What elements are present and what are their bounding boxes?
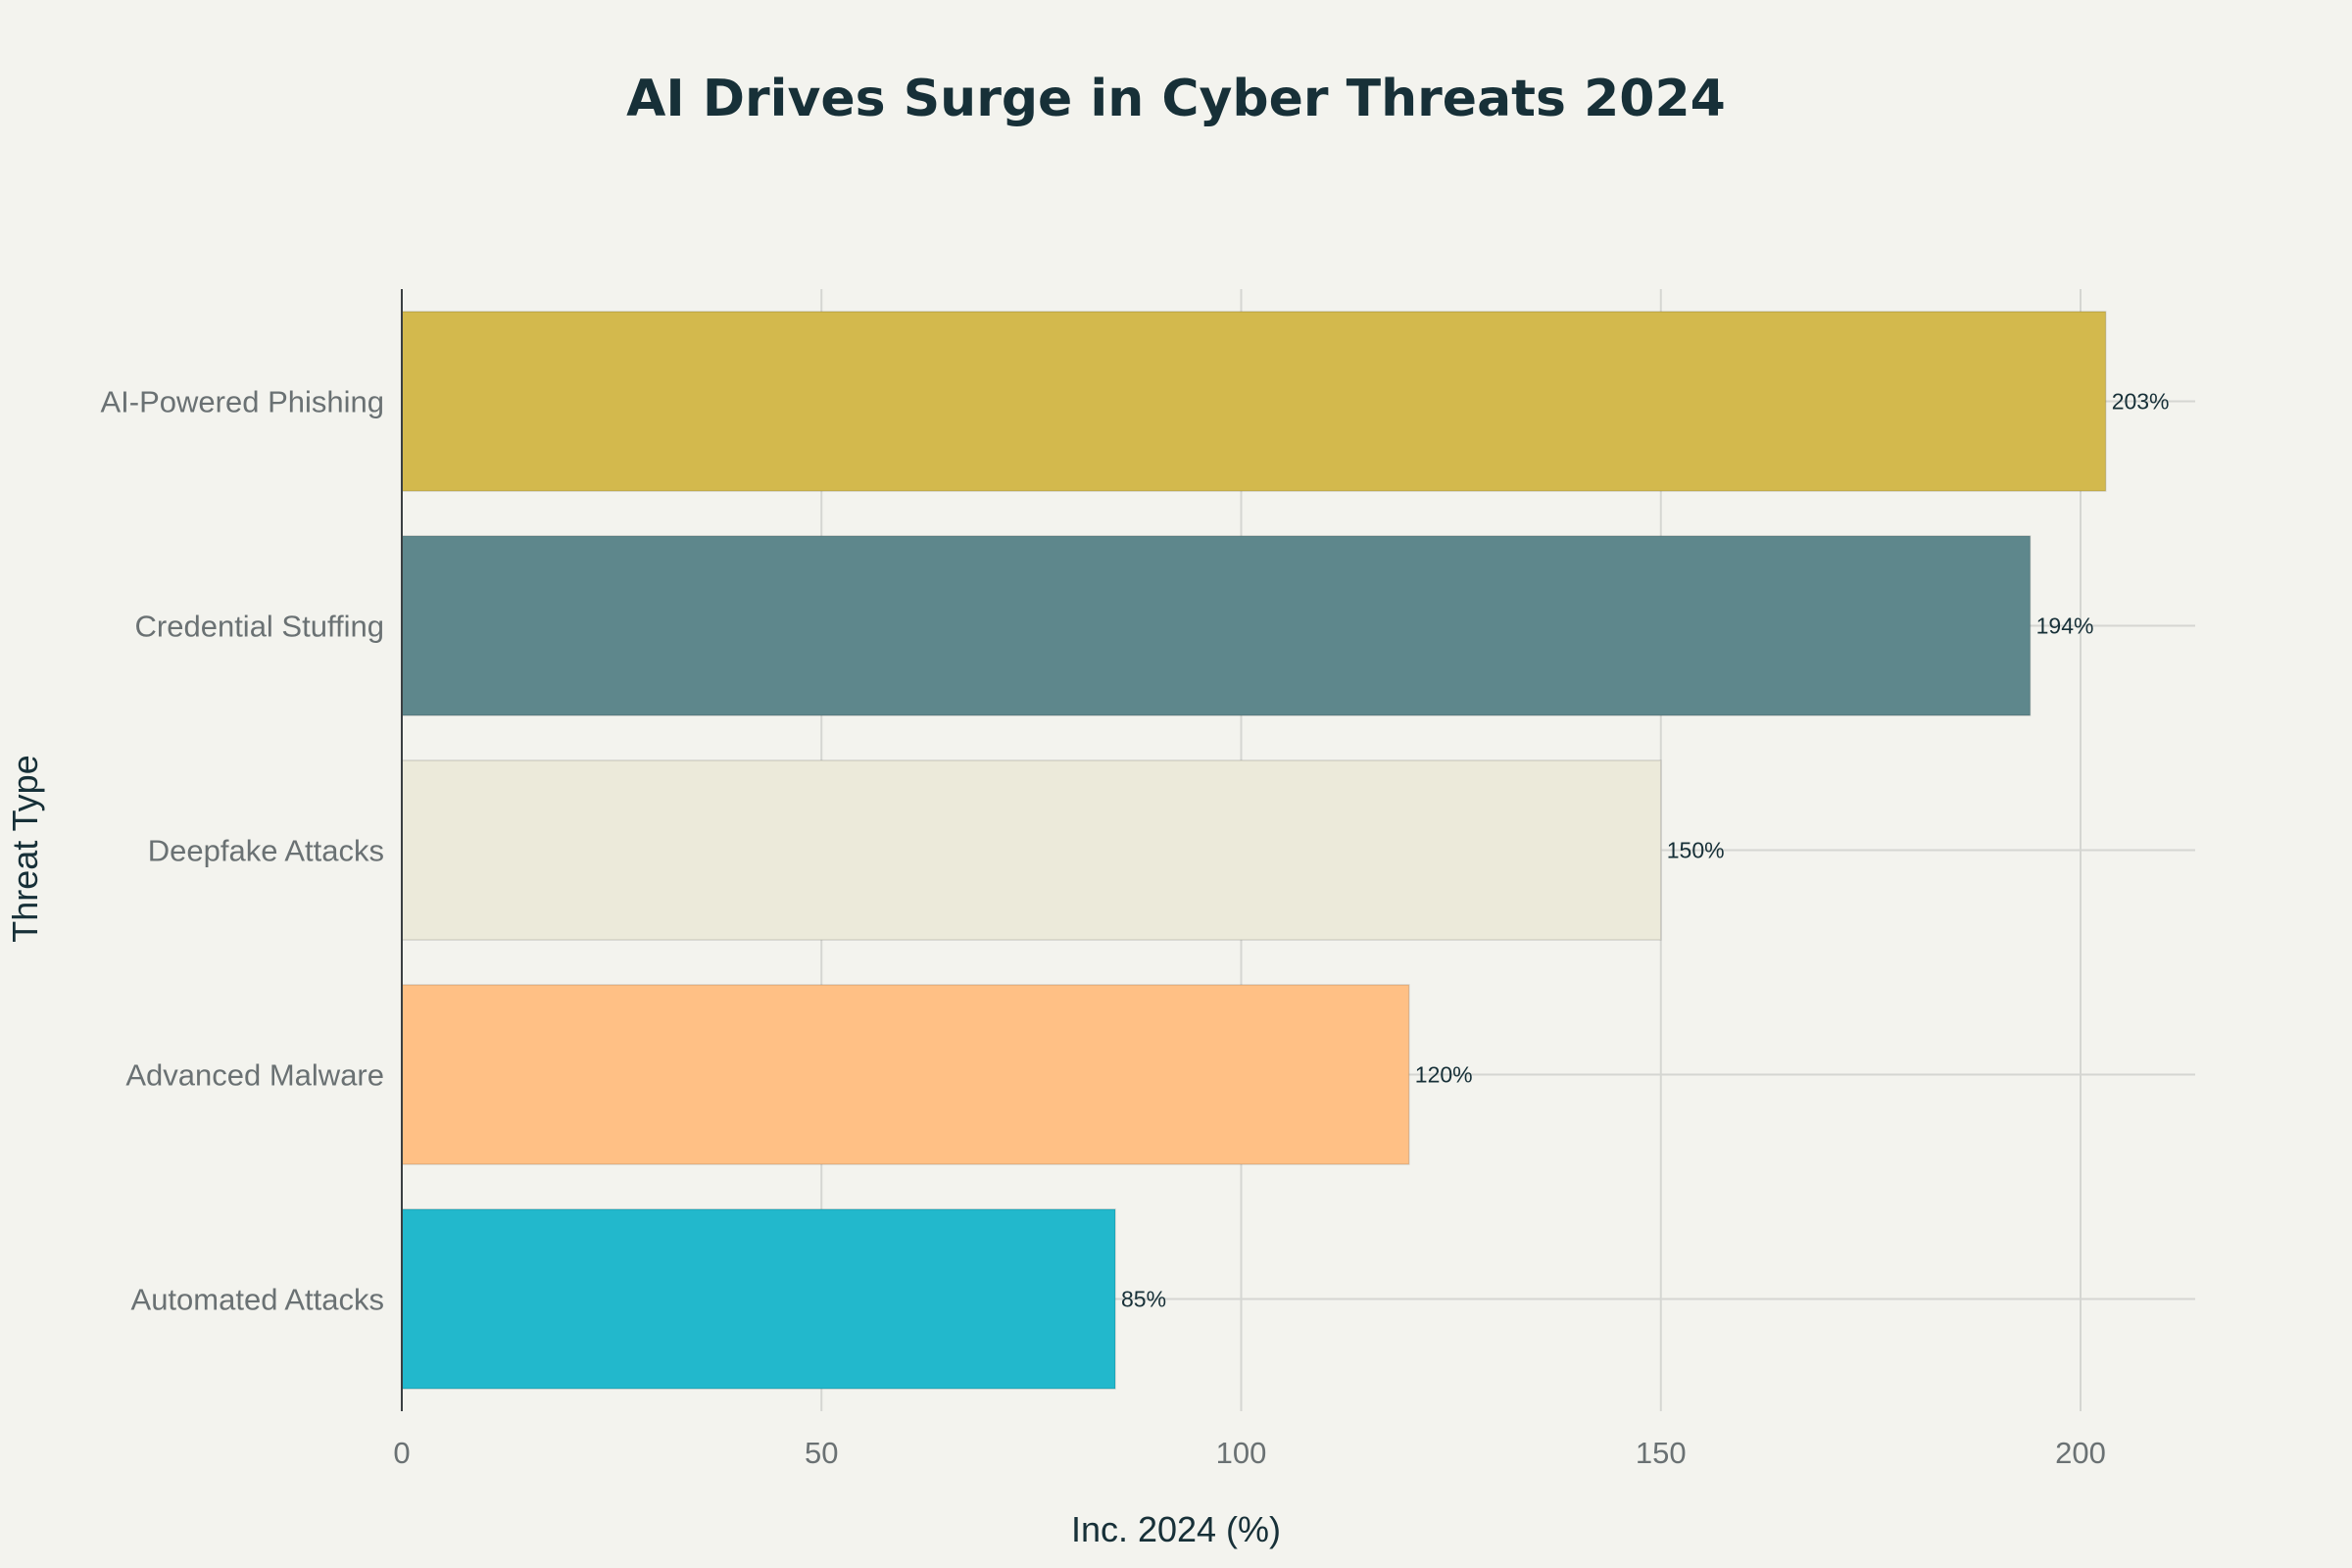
bar-value-label: 203%	[2112, 389, 2170, 415]
y-tick-labels: AI-Powered Phishing Credential Stuffing De…	[101, 385, 385, 1317]
x-tick-label: 0	[393, 1436, 410, 1470]
x-tick-label: 150	[1636, 1436, 1687, 1470]
bar-value-label: 150%	[1667, 838, 1725, 863]
y-tick-label: AI-Powered Phishing	[101, 385, 385, 419]
x-tick-labels: 0 50 100 150 200	[393, 1436, 2105, 1470]
y-tick-label: Automated Attacks	[131, 1283, 384, 1317]
bar-value-label: 85%	[1121, 1287, 1166, 1312]
y-tick-label: Credential Stuffing	[135, 610, 384, 644]
y-tick-label: Deepfake Attacks	[148, 834, 384, 868]
bar	[401, 1208, 1116, 1390]
bar-value-label: 120%	[1415, 1062, 1473, 1088]
x-axis-title: Inc. 2024 (%)	[1071, 1509, 1281, 1549]
x-tick-label: 50	[805, 1436, 838, 1470]
y-axis-title: Threat Type	[5, 755, 45, 942]
chart-title: AI Drives Surge in Cyber Threats 2024	[626, 70, 1726, 128]
bar	[401, 984, 1410, 1165]
bar-value-label: 194%	[2036, 613, 2094, 639]
bar	[401, 311, 2107, 492]
bar-series	[401, 311, 2107, 1390]
data-labels: 203% 194% 150% 120% 85%	[1121, 389, 2169, 1312]
y-tick-label: Advanced Malware	[125, 1058, 384, 1093]
x-tick-label: 100	[1216, 1436, 1267, 1470]
x-tick-label: 200	[2055, 1436, 2106, 1470]
bar	[401, 535, 2032, 716]
bar	[401, 760, 1662, 941]
